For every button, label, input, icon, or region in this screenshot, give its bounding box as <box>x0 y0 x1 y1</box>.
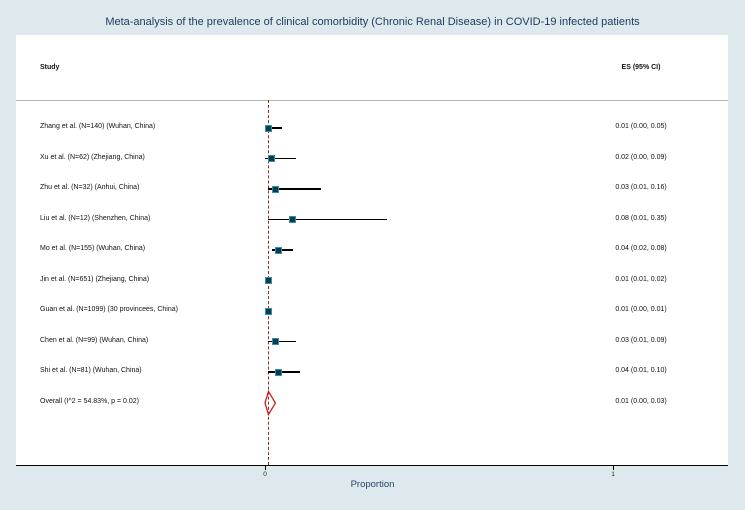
effect-marker <box>271 185 279 193</box>
es-value: 0.01 (0.00, 0.05) <box>615 123 667 130</box>
x-axis-tick-1 <box>613 466 614 470</box>
ci-line <box>265 127 283 129</box>
study-label: Liu et al. (N=12) (Shenzhen, China) <box>40 214 151 222</box>
chart-title: Meta-analysis of the prevalence of clini… <box>105 16 640 28</box>
study-label: Zhu et al. (N=32) (Anhui, China) <box>40 184 140 191</box>
es-value: 0.04 (0.02, 0.08) <box>615 245 667 252</box>
study-label: Mo et al. (N=155) (Wuhan, China) <box>40 245 146 252</box>
effect-marker <box>289 216 297 223</box>
overall-label: Overall (I^2 = 54.83%, p = 0.02) <box>40 398 140 405</box>
study-label: Jin et al. (N=651) (Zhejiang, China) <box>40 275 150 283</box>
ci-line <box>268 371 300 373</box>
overall-es-value: 0.01 (0.00, 0.03) <box>615 398 667 405</box>
plot-area <box>16 35 728 465</box>
es-value: 0.01 (0.00, 0.01) <box>615 306 667 313</box>
column-header-study: Study <box>40 64 60 71</box>
ci-line <box>268 188 321 190</box>
ci-line <box>268 340 297 343</box>
effect-marker <box>264 277 272 284</box>
effect-marker <box>264 124 272 132</box>
x-axis-title: Proportion <box>350 479 395 490</box>
x-axis-line <box>16 465 728 466</box>
study-label: Xu et al. (N=62) (Zhejiang, China) <box>40 153 145 161</box>
effect-marker <box>264 307 272 315</box>
effect-marker <box>275 246 283 254</box>
x-axis-tick-0 <box>265 466 266 470</box>
study-label: Shi et al. (N=81) (Wuhan, China) <box>40 367 142 374</box>
ci-line <box>265 157 297 160</box>
study-label: Chen et al. (N=99) (Wuhan, China) <box>40 336 149 344</box>
effect-marker <box>275 368 283 376</box>
header-separator-line <box>16 100 728 101</box>
x-axis-tick-label-1: 1 <box>611 471 615 478</box>
study-label: Zhang et al. (N=140) (Wuhan, China) <box>40 123 156 130</box>
x-axis-tick-label-0: 0 <box>263 471 267 478</box>
study-label: Guan et al. (N=1099) (30 provincees, Chi… <box>40 306 178 313</box>
effect-marker <box>271 338 279 345</box>
ci-line <box>268 218 387 221</box>
es-value: 0.01 (0.01, 0.02) <box>615 275 667 283</box>
es-value: 0.03 (0.01, 0.09) <box>615 336 667 344</box>
es-value: 0.08 (0.01, 0.35) <box>615 214 667 222</box>
column-header-es: ES (95% CI) <box>621 64 661 71</box>
es-value: 0.03 (0.01, 0.16) <box>615 184 667 191</box>
es-value: 0.02 (0.00, 0.09) <box>615 153 667 161</box>
es-value: 0.04 (0.01, 0.10) <box>615 367 667 374</box>
effect-marker <box>268 155 276 162</box>
